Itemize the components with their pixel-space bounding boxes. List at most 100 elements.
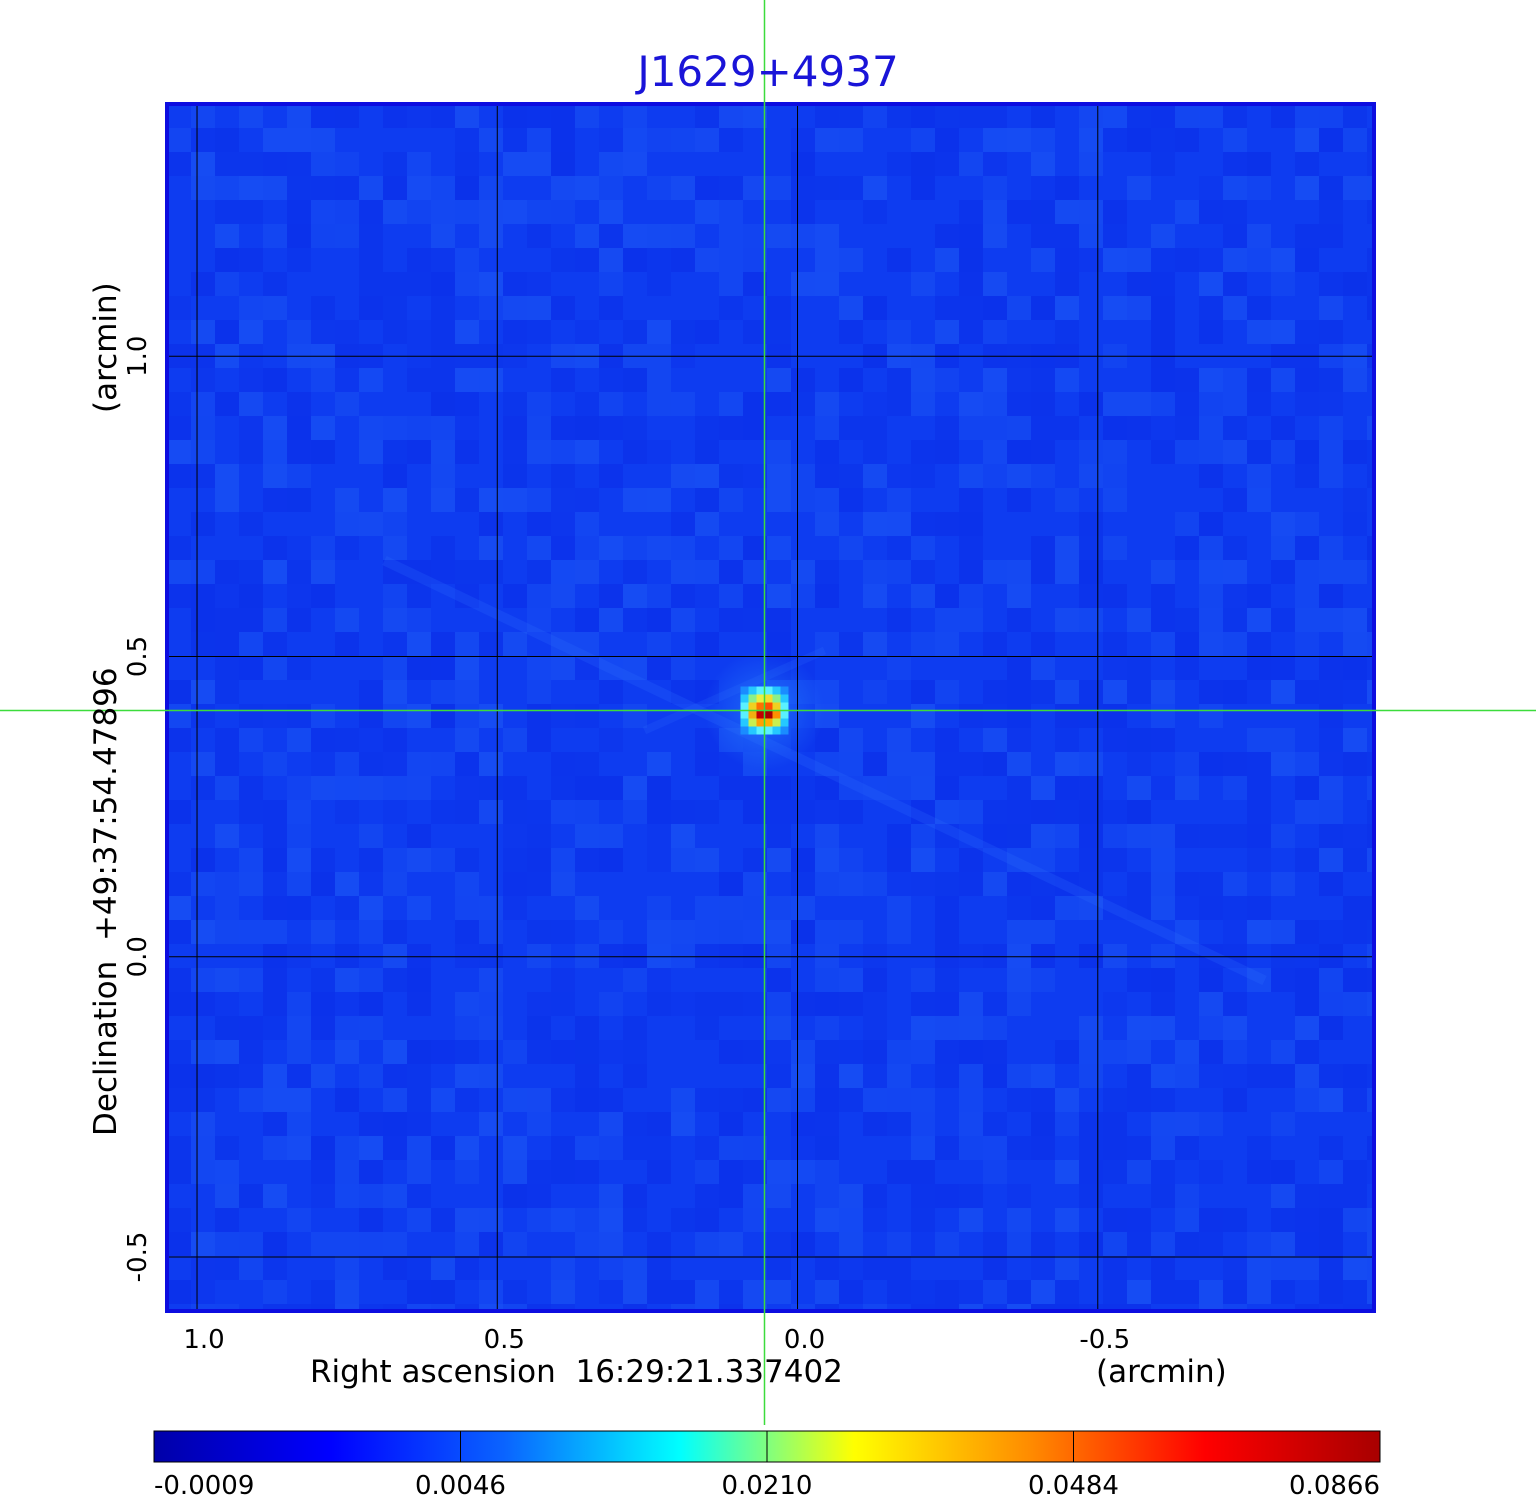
noise-cell	[1103, 106, 1127, 128]
noise-cell	[1031, 1136, 1055, 1160]
noise-cell	[407, 320, 431, 344]
noise-cell	[887, 872, 911, 896]
noise-cell	[935, 224, 959, 248]
noise-cell	[1367, 824, 1372, 848]
noise-cell	[431, 680, 455, 704]
noise-cell	[959, 488, 983, 512]
noise-cell	[263, 896, 287, 920]
noise-cell	[263, 752, 287, 776]
noise-cell	[1295, 632, 1319, 656]
noise-cell	[191, 1160, 215, 1184]
noise-cell	[407, 824, 431, 848]
noise-cell	[455, 776, 479, 800]
noise-cell	[935, 296, 959, 320]
noise-cell	[815, 128, 839, 152]
noise-cell	[1247, 488, 1271, 512]
noise-cell	[647, 800, 671, 824]
noise-cell	[215, 992, 239, 1016]
noise-cell	[719, 776, 743, 800]
noise-cell	[743, 392, 767, 416]
noise-cell	[623, 1280, 647, 1304]
noise-cell	[383, 1184, 407, 1208]
noise-cell	[815, 752, 839, 776]
noise-cell	[1199, 106, 1223, 128]
noise-cell	[839, 776, 863, 800]
noise-cell	[575, 1208, 599, 1232]
noise-cell	[983, 704, 1007, 728]
noise-cell	[983, 1064, 1007, 1088]
noise-cell	[359, 272, 383, 296]
noise-cell	[839, 320, 863, 344]
noise-cell	[335, 224, 359, 248]
noise-cell	[839, 128, 863, 152]
noise-cell	[1007, 488, 1031, 512]
noise-cell	[935, 752, 959, 776]
noise-cell	[863, 1304, 887, 1309]
source-pixel	[764, 710, 773, 719]
noise-cell	[983, 1016, 1007, 1040]
noise-cell	[455, 944, 479, 968]
noise-cell	[791, 368, 815, 392]
noise-cell	[1367, 992, 1372, 1016]
noise-cell	[1079, 752, 1103, 776]
noise-cell	[959, 1040, 983, 1064]
noise-cell	[1223, 106, 1247, 128]
noise-cell	[407, 248, 431, 272]
noise-cell	[503, 296, 527, 320]
noise-cell	[527, 512, 551, 536]
noise-cell	[1199, 368, 1223, 392]
noise-cell	[1199, 704, 1223, 728]
noise-cell	[1031, 106, 1055, 128]
noise-cell	[263, 968, 287, 992]
noise-cell	[1319, 1136, 1343, 1160]
noise-cell	[1343, 992, 1367, 1016]
noise-cell	[815, 1016, 839, 1040]
noise-cell	[743, 560, 767, 584]
noise-cell	[1079, 608, 1103, 632]
noise-cell	[1247, 728, 1271, 752]
noise-cell	[911, 680, 935, 704]
noise-cell	[1031, 1112, 1055, 1136]
noise-cell	[551, 992, 575, 1016]
noise-cell	[239, 776, 263, 800]
noise-cell	[1103, 992, 1127, 1016]
noise-cell	[479, 752, 503, 776]
noise-cell	[911, 106, 935, 128]
noise-cell	[1151, 776, 1175, 800]
noise-cell	[1151, 1160, 1175, 1184]
noise-cell	[1319, 176, 1343, 200]
noise-cell	[455, 248, 479, 272]
noise-cell	[215, 1304, 239, 1309]
noise-cell	[383, 1064, 407, 1088]
noise-cell	[191, 608, 215, 632]
noise-cell	[551, 488, 575, 512]
noise-cell	[911, 128, 935, 152]
noise-cell	[1295, 1208, 1319, 1232]
noise-cell	[215, 176, 239, 200]
noise-cell	[791, 392, 815, 416]
noise-cell	[935, 248, 959, 272]
noise-cell	[527, 1040, 551, 1064]
noise-cell	[1343, 272, 1367, 296]
noise-cell	[1247, 440, 1271, 464]
noise-cell	[1319, 296, 1343, 320]
noise-cell	[1127, 1040, 1151, 1064]
noise-cell	[623, 560, 647, 584]
noise-cell	[935, 440, 959, 464]
noise-cell	[719, 1112, 743, 1136]
noise-cell	[647, 1256, 671, 1280]
source-pixel	[748, 702, 757, 711]
noise-cell	[455, 106, 479, 128]
noise-cell	[287, 728, 311, 752]
noise-cell	[1319, 656, 1343, 680]
noise-cell	[815, 1160, 839, 1184]
noise-cell	[623, 968, 647, 992]
noise-cell	[1319, 608, 1343, 632]
noise-cell	[1223, 824, 1247, 848]
noise-cell	[479, 1280, 503, 1304]
noise-cell	[1223, 1280, 1247, 1304]
noise-cell	[1295, 1184, 1319, 1208]
noise-cell	[983, 1112, 1007, 1136]
noise-cell	[1151, 1112, 1175, 1136]
noise-cell	[383, 1256, 407, 1280]
